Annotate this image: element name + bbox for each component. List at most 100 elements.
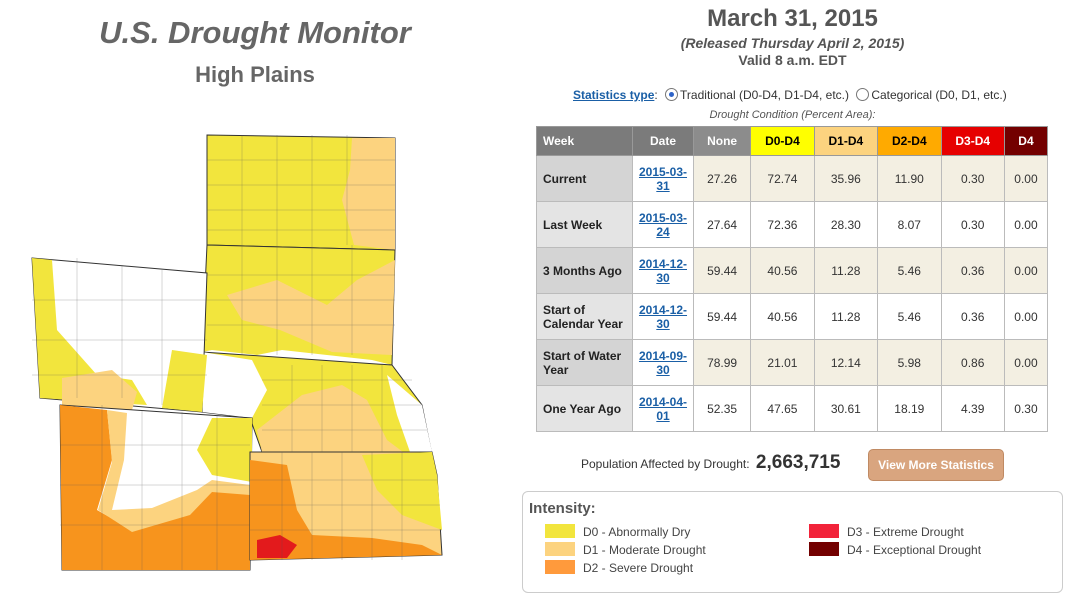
row-date-cell: 2015-03-31	[632, 155, 694, 202]
legend-item-d1: D1 - Moderate Drought	[545, 542, 706, 557]
map-wy-d1-south	[62, 370, 137, 410]
drought-map	[12, 130, 482, 575]
radio-categorical-label[interactable]: Categorical (D0, D1, etc.)	[871, 88, 1007, 102]
col-none: None	[692, 126, 752, 156]
table-row: Current 2015-03-31 27.26 72.74 35.96 11.…	[536, 155, 1049, 202]
map-co-d1-band	[98, 410, 250, 532]
map-date: March 31, 2015	[707, 5, 878, 32]
row-week: Start of Water Year	[536, 339, 633, 386]
cell-d3-d4: 0.30	[940, 155, 1005, 202]
map-ks-d3-area	[257, 535, 297, 558]
row-date-link[interactable]: 2015-03-31	[638, 164, 688, 193]
cell-d1-d4: 28.30	[813, 201, 879, 248]
col-date: Date	[632, 126, 694, 156]
row-date-cell: 2014-09-30	[632, 339, 694, 386]
cell-d0-d4: 72.74	[750, 155, 815, 202]
cell-d3-d4: 4.39	[940, 385, 1005, 432]
map-co-d2-west	[60, 405, 250, 570]
map-ne-d1-area	[257, 385, 407, 455]
map-ne-none-east	[387, 375, 432, 452]
cell-d2-d4: 5.46	[877, 247, 942, 294]
cell-d4: 0.00	[1003, 155, 1049, 202]
cell-d2-d4: 8.07	[877, 201, 942, 248]
legend-swatch-d4	[809, 542, 839, 556]
cell-d0-d4: 72.36	[750, 201, 815, 248]
cell-d0-d4: 40.56	[750, 247, 815, 294]
radio-traditional-label[interactable]: Traditional (D0-D4, D1-D4, etc.)	[680, 88, 849, 102]
legend-label-d1: D1 - Moderate Drought	[583, 543, 706, 557]
cell-d0-d4: 21.01	[750, 339, 815, 386]
valid-time: Valid 8 a.m. EDT	[738, 52, 847, 68]
cell-none: 59.44	[692, 293, 752, 340]
col-d0-d4: D0-D4	[750, 126, 815, 156]
table-row: Last Week 2015-03-24 27.64 72.36 28.30 8…	[536, 201, 1049, 248]
legend-swatch-d0	[545, 524, 575, 538]
map-nd-d1-area	[342, 138, 395, 250]
cell-none: 27.26	[692, 155, 752, 202]
map-wy-d0-left	[32, 258, 147, 405]
map-wy-d0-east	[162, 350, 207, 412]
cell-d1-d4: 12.14	[813, 339, 879, 386]
row-date-link[interactable]: 2014-12-30	[638, 256, 688, 285]
row-week: Current	[536, 155, 633, 202]
table-caption: Drought Condition (Percent Area):	[709, 109, 876, 121]
col-week: Week	[536, 126, 633, 156]
row-date-cell: 2014-04-01	[632, 385, 694, 432]
legend-item-d4: D4 - Exceptional Drought	[809, 542, 981, 557]
row-week: 3 Months Ago	[536, 247, 633, 294]
radio-categorical[interactable]	[856, 88, 870, 101]
col-d2-d4: D2-D4	[877, 126, 942, 156]
row-date-cell: 2014-12-30	[632, 247, 694, 294]
population-label: Population Affected by Drought:	[581, 457, 750, 471]
col-d3-d4: D3-D4	[940, 126, 1005, 156]
statistics-type-link[interactable]: Statistics type	[573, 88, 655, 102]
row-date-link[interactable]: 2014-12-30	[638, 302, 688, 331]
radio-traditional[interactable]	[665, 88, 679, 101]
cell-d2-d4: 18.19	[877, 385, 942, 432]
row-week: One Year Ago	[536, 385, 633, 432]
map-co-d0-east	[197, 418, 252, 482]
view-more-statistics-button[interactable]: View More Statistics	[868, 449, 1004, 481]
legend-item-d0: D0 - Abnormally Dry	[545, 524, 690, 539]
legend-label-d2: D2 - Severe Drought	[583, 561, 694, 575]
legend-swatch-d2	[545, 560, 575, 574]
cell-d3-d4: 0.36	[940, 293, 1005, 340]
row-date-cell: 2015-03-24	[632, 201, 694, 248]
row-date-link[interactable]: 2015-03-24	[638, 210, 688, 239]
cell-d2-d4: 5.46	[877, 293, 942, 340]
legend-item-d3: D3 - Extreme Drought	[809, 524, 964, 539]
cell-d4: 0.00	[1003, 247, 1049, 294]
legend-title: Intensity:	[529, 500, 596, 517]
cell-d2-d4: 5.98	[877, 339, 942, 386]
row-week: Start of Calendar Year	[536, 293, 633, 340]
map-ks-d2-west	[250, 460, 442, 560]
cell-none: 78.99	[692, 339, 752, 386]
table-row: Start of Water Year 2014-09-30 78.99 21.…	[536, 339, 1049, 386]
legend-item-d2: D2 - Severe Drought	[545, 560, 693, 575]
drought-statistics-table: Week Date None D0-D4 D1-D4 D2-D4 D3-D4 D…	[536, 126, 1049, 432]
population-value: 2,663,715	[755, 452, 841, 473]
region-title: High Plains	[195, 62, 315, 87]
cell-none: 52.35	[692, 385, 752, 432]
cell-d1-d4: 11.28	[813, 247, 879, 294]
col-d1-d4: D1-D4	[813, 126, 879, 156]
cell-d3-d4: 0.86	[940, 339, 1005, 386]
cell-d2-d4: 11.90	[877, 155, 942, 202]
legend-label-d4: D4 - Exceptional Drought	[847, 543, 982, 557]
population-affected: Population Affected by Drought: 2,663,71…	[581, 452, 840, 474]
legend-swatch-d3	[809, 524, 839, 538]
row-date-link[interactable]: 2014-09-30	[638, 348, 688, 377]
table-row: One Year Ago 2014-04-01 52.35 47.65 30.6…	[536, 385, 1049, 432]
statistics-type-selector: Statistics type: Traditional (D0-D4, D1-…	[573, 88, 1007, 102]
cell-d0-d4: 40.56	[750, 293, 815, 340]
row-week: Last Week	[536, 201, 633, 248]
cell-d1-d4: 30.61	[813, 385, 879, 432]
cell-d4: 0.00	[1003, 293, 1049, 340]
cell-none: 59.44	[692, 247, 752, 294]
cell-d1-d4: 35.96	[813, 155, 879, 202]
row-date-link[interactable]: 2014-04-01	[638, 394, 688, 423]
page-title: U.S. Drought Monitor	[99, 15, 411, 50]
legend-swatch-d1	[545, 542, 575, 556]
legend-label-d0: D0 - Abnormally Dry	[583, 525, 691, 539]
released-date: (Released Thursday April 2, 2015)	[680, 35, 905, 51]
